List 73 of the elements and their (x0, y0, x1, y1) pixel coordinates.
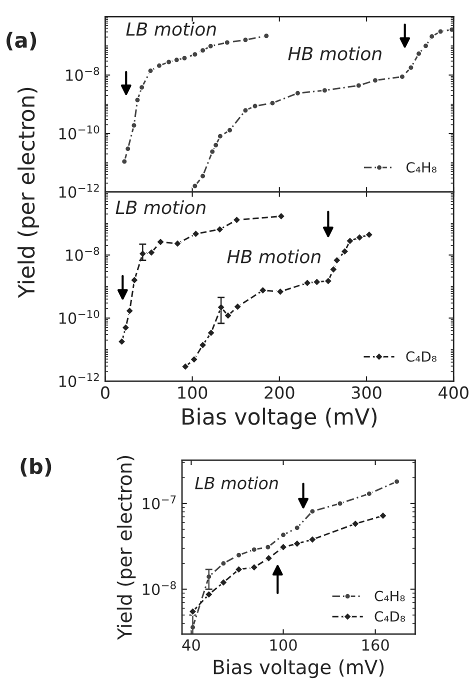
point (250, 546, 258, 553)
point (130, 122, 138, 129)
annotation: LB motion (195, 476, 278, 490)
x-axis-title: Bias voltage (mV) (214, 659, 384, 678)
point (209, 148, 216, 155)
x-tick-label: 40 (182, 639, 200, 651)
point (192, 182, 198, 190)
point (206, 328, 216, 338)
x-tick-label: 100 (178, 386, 208, 399)
point (428, 33, 436, 40)
point (138, 84, 146, 91)
point (220, 560, 227, 567)
point (242, 36, 249, 44)
point (252, 102, 258, 110)
point (394, 478, 400, 485)
x-tick-label: 400 (438, 386, 468, 399)
text: (b) (20, 458, 52, 477)
y-tick-label: 10$^{−10}$ (59, 125, 100, 140)
point (173, 56, 180, 64)
annotation: HB motion (288, 46, 382, 60)
y-tick-label: 10$^{−12}$ (59, 373, 99, 388)
y-tick-label: 10$^{−8}$ (66, 66, 100, 81)
point (263, 32, 270, 40)
point (372, 77, 379, 84)
legend-label: C₄H₈ (374, 590, 405, 602)
point (264, 544, 272, 550)
x-axis-title: Bias voltage (mV) (182, 408, 376, 430)
y-axis-title: Yield (per electron) (18, 88, 40, 298)
point (312, 278, 322, 286)
point (235, 552, 242, 558)
point (224, 39, 230, 46)
x-tick-label: 300 (352, 386, 382, 399)
y-tick-label: 10$^{−7}$ (142, 496, 176, 510)
text: (a) (6, 32, 36, 50)
point (448, 26, 454, 33)
annotation: LB motion (116, 200, 206, 214)
point (308, 535, 317, 544)
point (242, 107, 249, 114)
point (336, 500, 344, 507)
point (408, 64, 414, 71)
y-tick-label: 10$^{−8}$ (66, 246, 100, 261)
y-tick-label: 10$^{−12}$ (59, 184, 99, 198)
x-tick-label: 0 (101, 386, 110, 399)
point (134, 96, 141, 104)
point (437, 28, 444, 35)
y-tick-label: 10$^{−10}$ (59, 310, 100, 324)
point (212, 142, 220, 148)
annotation: LB motion (126, 22, 216, 36)
y-tick-label: 10$^{−8}$ (142, 581, 176, 596)
y-axis-title: Yield (per electron) (116, 456, 136, 640)
point (294, 524, 300, 532)
point (156, 62, 163, 69)
point (147, 68, 154, 74)
point (121, 158, 128, 165)
legend-label: C₄D₈ (374, 611, 406, 622)
point (207, 42, 214, 50)
x-tick-label: 100 (270, 639, 297, 651)
point (355, 82, 362, 89)
annotation: HB motion (227, 249, 320, 264)
point (192, 51, 198, 58)
point (280, 532, 287, 538)
point (199, 47, 206, 54)
point (166, 58, 172, 66)
legend-label: C₄H₈ (406, 162, 436, 173)
point (181, 54, 188, 62)
point (309, 508, 316, 515)
x-tick-label: 200 (264, 386, 294, 399)
legend-label: C₄D₈ (406, 351, 436, 362)
point (269, 100, 276, 106)
point (124, 146, 132, 152)
point (204, 590, 214, 599)
x-tick-label: 160 (362, 639, 389, 651)
point (216, 132, 224, 140)
